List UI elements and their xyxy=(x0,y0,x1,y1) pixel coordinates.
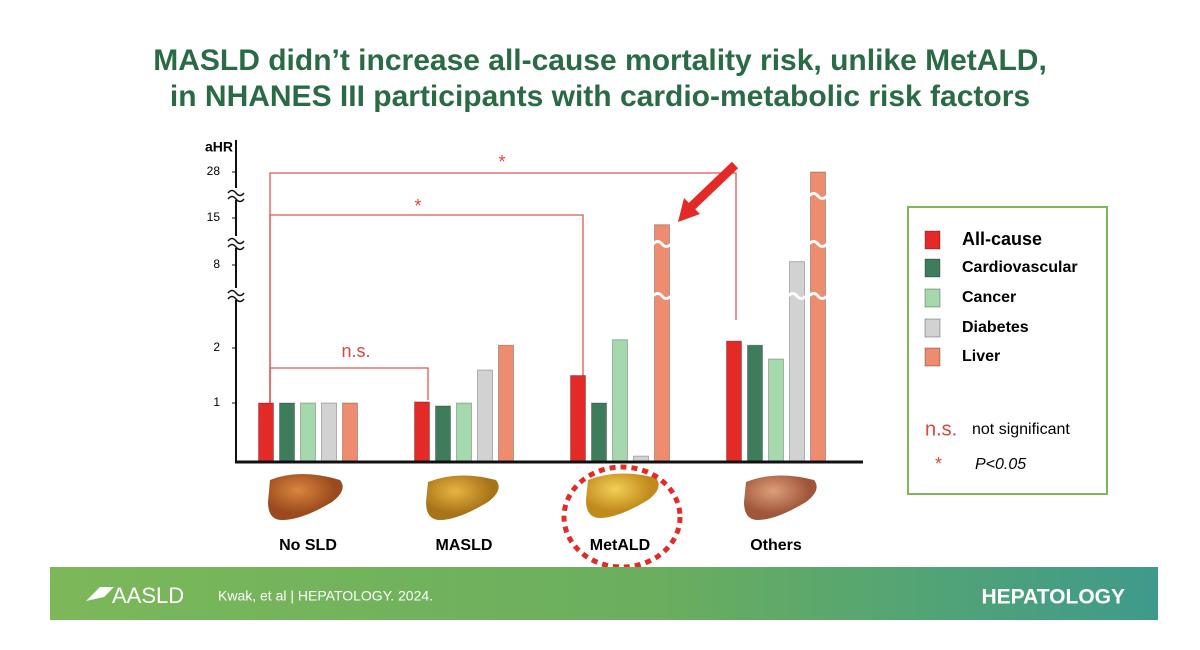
x-tick-label: MetALD xyxy=(590,537,650,554)
y-axis-label: aHR xyxy=(205,139,233,155)
footer-citation: Kwak, et al | HEPATOLOGY. 2024. xyxy=(218,588,433,604)
bar xyxy=(321,402,337,463)
legend-box xyxy=(907,206,1108,495)
bar xyxy=(498,344,514,463)
bar xyxy=(414,401,430,463)
legend-swatch xyxy=(924,230,941,250)
brackets xyxy=(269,172,737,403)
bar xyxy=(300,402,316,463)
x-tick-label: Others xyxy=(750,537,802,554)
legend-note-symbol: n.s. xyxy=(925,418,957,440)
bar xyxy=(477,369,493,463)
legend-label: Diabetes xyxy=(962,319,1029,336)
bracket xyxy=(269,214,584,403)
legend-swatch xyxy=(924,258,941,278)
title-line: in NHANES III participants with cardio-m… xyxy=(170,80,1030,113)
footer-bar xyxy=(50,567,1158,620)
bar-break xyxy=(651,240,673,248)
x-tick-label: No SLD xyxy=(279,537,337,554)
bar xyxy=(789,261,805,463)
bar xyxy=(726,340,742,463)
logo-mark xyxy=(86,587,114,601)
legend-label: Cancer xyxy=(962,289,1016,306)
bar xyxy=(342,402,358,463)
bar-break xyxy=(786,292,808,300)
legend-swatch xyxy=(924,288,941,308)
annotation: * xyxy=(498,152,505,172)
liver-icon xyxy=(744,475,817,520)
legend: All-cause Cardiovascular Cancer Diabetes Liv… xyxy=(924,229,1078,367)
y-tick-label: 2 xyxy=(213,340,220,354)
liver-icon xyxy=(268,474,343,520)
bar xyxy=(768,358,784,463)
bar-break xyxy=(807,292,829,300)
axis-breaks xyxy=(227,188,245,303)
annotation: n.s. xyxy=(341,341,370,361)
highlight-circle xyxy=(561,464,683,570)
title-line: MASLD didn’t increase all-cause mortalit… xyxy=(153,44,1047,77)
legend-label: All-cause xyxy=(962,229,1042,249)
bar xyxy=(279,402,295,463)
bar xyxy=(570,375,586,463)
liver-icons xyxy=(268,473,817,520)
footer-logo: AASLD xyxy=(112,583,184,608)
legend-label: Liver xyxy=(962,348,1000,365)
bar xyxy=(612,339,628,463)
y-tick-label: 1 xyxy=(213,395,220,409)
y-tick-label: 8 xyxy=(213,257,220,271)
legend-swatch xyxy=(924,347,941,367)
bar xyxy=(747,344,763,463)
bracket xyxy=(269,367,429,403)
bracket xyxy=(269,172,737,403)
y-tick-label: 28 xyxy=(207,164,221,178)
liver-icon xyxy=(426,475,499,520)
liver-icon xyxy=(586,473,659,518)
bar xyxy=(435,405,451,463)
bar xyxy=(591,402,607,463)
bar-break xyxy=(651,292,673,300)
bar-break xyxy=(807,240,829,248)
bar xyxy=(654,224,670,463)
footer-journal: HEPATOLOGY xyxy=(981,586,1125,609)
legend-note-symbol: * xyxy=(935,454,942,474)
annotation: * xyxy=(414,196,421,216)
arrow-head xyxy=(678,198,700,222)
arrow xyxy=(686,161,739,212)
bar xyxy=(258,402,274,463)
y-tick-label: 15 xyxy=(207,210,221,224)
legend-note-text: P<0.05 xyxy=(975,456,1026,473)
legend-label: Cardiovascular xyxy=(962,259,1078,276)
bar-break xyxy=(807,192,829,200)
bar xyxy=(456,402,472,463)
legend-swatch xyxy=(924,318,941,338)
x-tick-label: MASLD xyxy=(436,537,493,554)
bar xyxy=(810,171,826,463)
plot xyxy=(258,171,829,463)
legend-note-text: not significant xyxy=(972,421,1070,438)
